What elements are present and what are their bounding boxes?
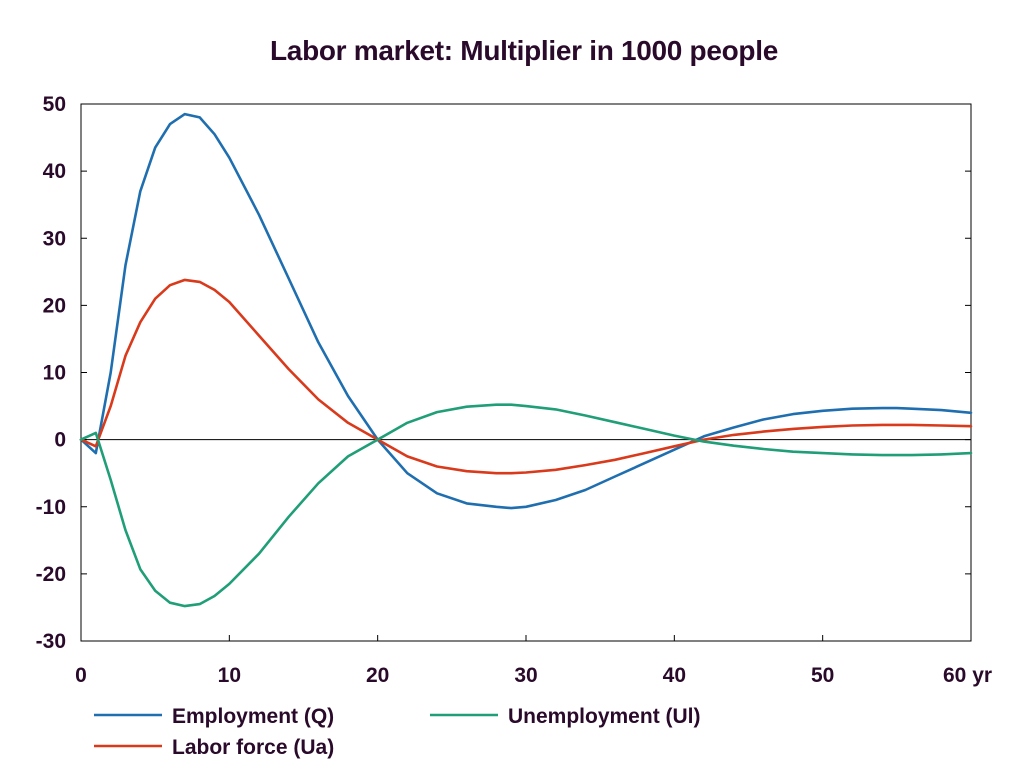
y-tick-label: -30: [36, 630, 66, 653]
plot-border: [80, 103, 972, 642]
y-tick-label: 30: [43, 227, 66, 250]
x-tick-label: 10: [218, 664, 241, 687]
legend-label: Employment (Q): [172, 705, 334, 728]
x-tick-label: 50: [811, 664, 834, 687]
chart-title: Labor market: Multiplier in 1000 people: [270, 35, 778, 66]
legend: Employment (Q) Unemployment (Ul) Labor for…: [94, 705, 701, 759]
series-lines: [79, 112, 973, 608]
y-tick-label: 10: [43, 362, 66, 385]
series-line-3: [79, 403, 973, 608]
x-tick-label: 0: [75, 664, 87, 687]
legend-label: Unemployment (Ul): [508, 705, 701, 728]
x-tick-label: 40: [663, 664, 686, 687]
x-tick-label: 60 yr: [943, 664, 992, 687]
y-tick-label: 0: [54, 429, 66, 452]
y-tick-label: -10: [36, 496, 66, 519]
x-axis-ticks: 0 10 20 30 40 50 60 yr: [75, 635, 992, 687]
y-tick-label: 20: [43, 294, 66, 317]
series-line-2: [79, 278, 973, 475]
y-axis-ticks: -30 -20 -10 0 10 20 30 40 50: [36, 93, 971, 653]
x-tick-label: 20: [366, 664, 389, 687]
y-tick-label: -20: [36, 563, 66, 586]
y-tick-label: 50: [43, 93, 66, 116]
plot-frame: [80, 103, 972, 642]
legend-label: Labor force (Ua): [172, 736, 334, 759]
x-tick-label: 30: [514, 664, 537, 687]
y-tick-label: 40: [43, 160, 66, 183]
series-line-1: [79, 112, 973, 510]
